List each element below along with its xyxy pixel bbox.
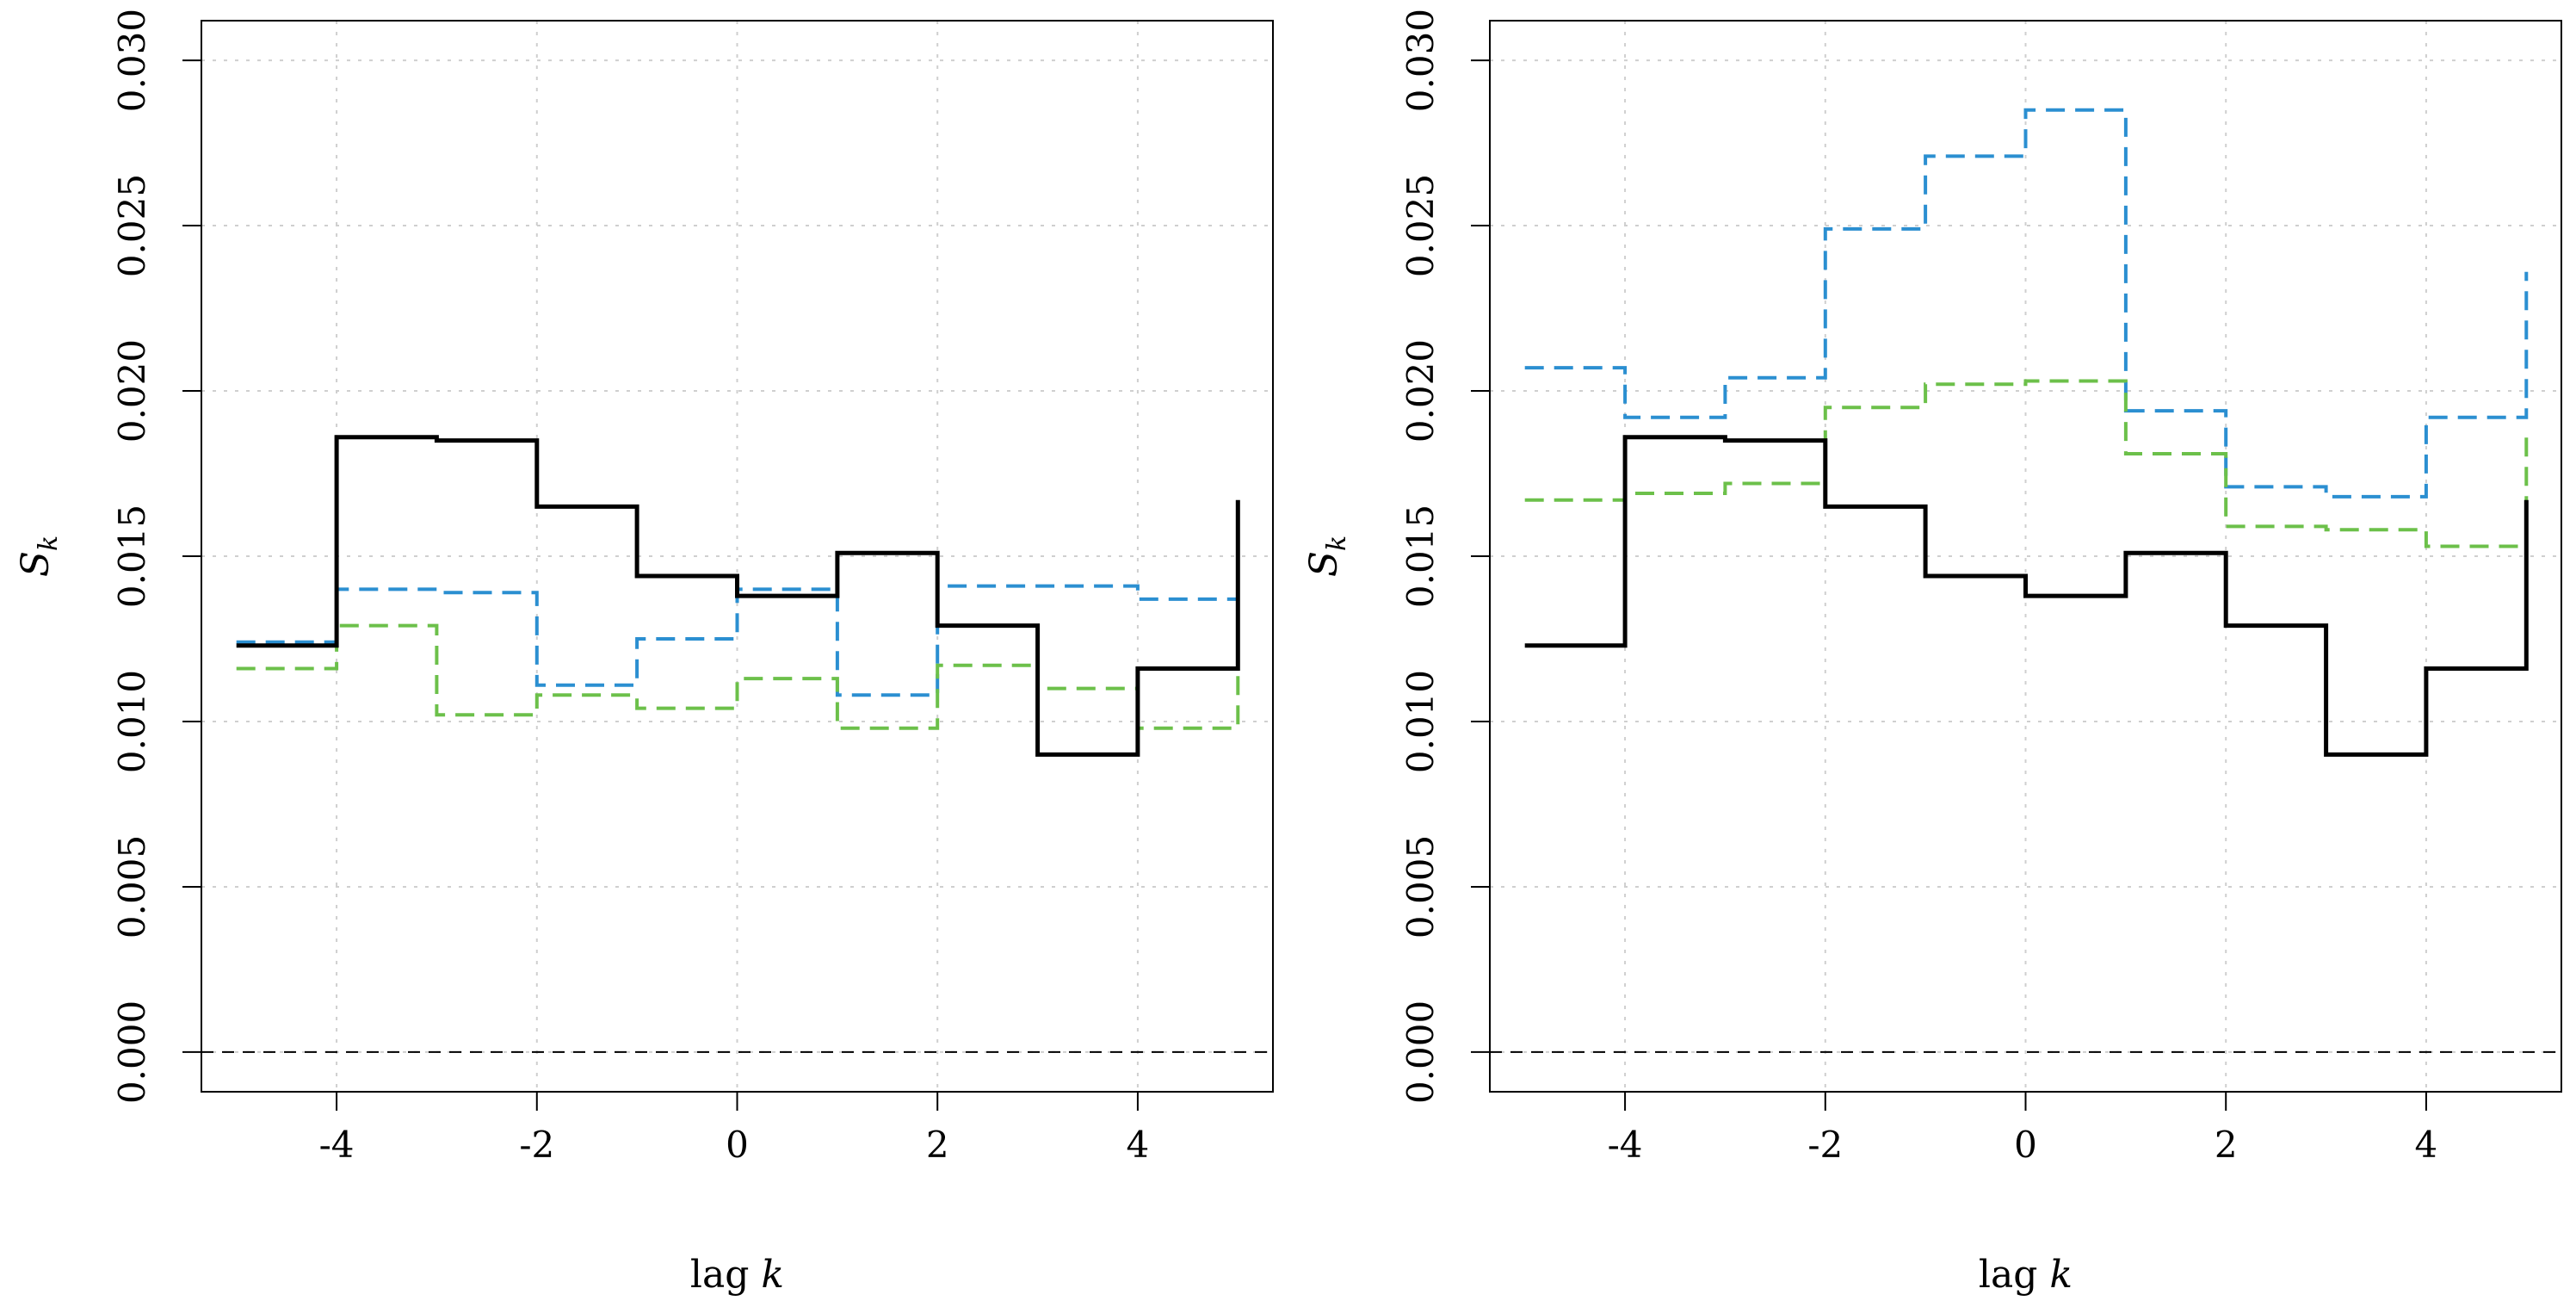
series-green-dashed bbox=[236, 623, 1240, 730]
y-axis-title: Sk bbox=[1302, 536, 1352, 577]
x-tick-label: -4 bbox=[319, 1124, 355, 1166]
series-black-solid bbox=[236, 435, 1240, 757]
plot-frame bbox=[201, 20, 1274, 1093]
x-tick-label: 0 bbox=[2014, 1124, 2037, 1166]
y-axis-title: Sk bbox=[14, 536, 64, 577]
y-tick-label: 0.010 bbox=[1399, 670, 1442, 773]
x-axis-title: lag k bbox=[1979, 1253, 2073, 1297]
y-tick-label: 0.010 bbox=[111, 670, 153, 773]
series-black-solid bbox=[1524, 435, 2529, 757]
y-tick-label: 0.005 bbox=[111, 835, 153, 938]
series-green-dashed bbox=[1524, 379, 2529, 548]
y-tick-label: 0.005 bbox=[1399, 835, 1442, 938]
x-tick-label: -4 bbox=[1608, 1124, 1643, 1166]
x-tick-label: 2 bbox=[2215, 1124, 2238, 1166]
chart-panel-2: -4 -2 0 2 4 0.000 0.005 0.010 0.015 0.020 0.025 0.0… bbox=[1302, 9, 2562, 1297]
x-tick-label: 0 bbox=[726, 1124, 749, 1166]
y-tick-label: 0.030 bbox=[1399, 9, 1442, 112]
plot-frame bbox=[1489, 20, 2562, 1093]
series-blue-dashed bbox=[236, 559, 1240, 697]
chart-panel-1: -4 -2 0 2 4 0.000 0.005 0.010 0.015 0.020 0.025 0.0… bbox=[14, 9, 1274, 1297]
y-tick-label: 0.030 bbox=[111, 9, 153, 112]
y-tick-label: 0.020 bbox=[1399, 339, 1442, 443]
y-tick-label: 0.025 bbox=[111, 174, 153, 277]
y-tick-label: 0.000 bbox=[1399, 1000, 1442, 1104]
x-tick-label: 2 bbox=[926, 1124, 949, 1166]
y-tick-label: 0.025 bbox=[1399, 174, 1442, 277]
x-tick-label: -2 bbox=[519, 1124, 554, 1166]
x-axis-title: lag k bbox=[690, 1253, 784, 1297]
x-tick-label: 4 bbox=[2415, 1124, 2438, 1166]
y-tick-label: 0.020 bbox=[111, 339, 153, 443]
series-blue-dashed bbox=[1524, 108, 2529, 499]
y-tick-label: 0.015 bbox=[1399, 505, 1442, 608]
y-tick-label: 0.000 bbox=[111, 1000, 153, 1104]
x-tick-label: -2 bbox=[1807, 1124, 1843, 1166]
x-tick-label: 4 bbox=[1127, 1124, 1150, 1166]
y-tick-label: 0.015 bbox=[111, 505, 153, 608]
